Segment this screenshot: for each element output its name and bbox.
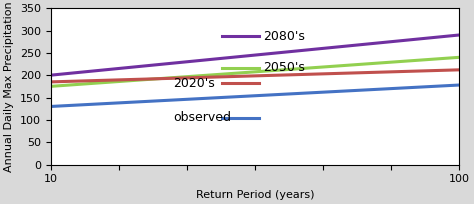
X-axis label: Return Period (years): Return Period (years) (196, 190, 314, 200)
Text: observed: observed (173, 111, 231, 124)
Y-axis label: Annual Daily Max Precipitation: Annual Daily Max Precipitation (4, 1, 14, 172)
Text: 2050's: 2050's (263, 61, 305, 74)
Text: 2020's: 2020's (173, 77, 215, 90)
Text: 2080's: 2080's (263, 30, 305, 43)
